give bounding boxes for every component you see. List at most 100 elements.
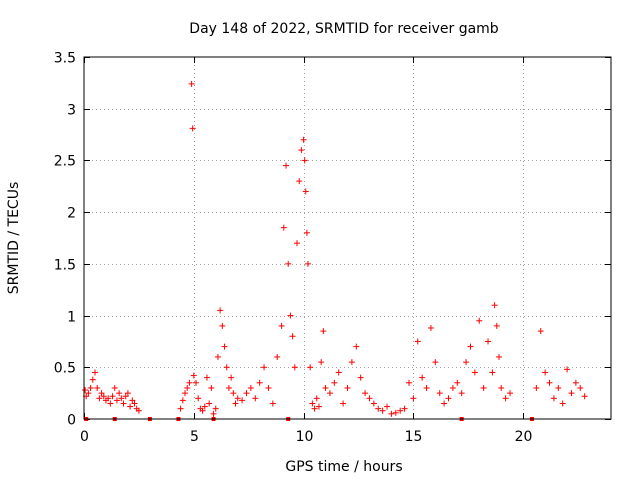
data-point <box>98 390 105 397</box>
data-point <box>498 384 505 391</box>
data-point <box>210 410 217 417</box>
x-tick-label: 20 <box>515 429 533 445</box>
data-point <box>564 366 571 373</box>
data-point <box>269 400 276 407</box>
data-point <box>379 407 386 414</box>
data-point <box>449 384 456 391</box>
data-point <box>118 395 125 402</box>
data-point <box>192 379 199 386</box>
data-point <box>303 229 310 236</box>
data-point <box>366 395 373 402</box>
data-point <box>489 369 496 376</box>
data-point <box>221 343 228 350</box>
data-point <box>208 384 215 391</box>
axis-ticks: 0 0.5 1 1.5 2 2.5 3 3.5 0 5 10 15 20 <box>54 51 611 445</box>
data-point <box>559 400 566 407</box>
data-point <box>320 328 327 335</box>
data-point <box>89 376 96 383</box>
data-point <box>441 400 448 407</box>
data-point <box>122 393 129 400</box>
y-tick-label: 1 <box>67 310 76 326</box>
data-point <box>357 374 364 381</box>
data-point <box>348 359 355 366</box>
data-point <box>414 338 421 345</box>
data-point <box>87 384 94 391</box>
data-point <box>405 379 412 386</box>
data-point <box>256 379 263 386</box>
data-point <box>370 400 377 407</box>
data-point <box>326 390 333 397</box>
data-point <box>301 157 308 164</box>
data-point <box>177 405 184 412</box>
data-point <box>201 403 208 410</box>
data-point <box>296 178 303 185</box>
data-point <box>581 393 588 400</box>
data-point <box>568 390 575 397</box>
data-point <box>239 397 246 404</box>
data-point <box>82 387 89 394</box>
data-point <box>454 379 461 386</box>
data-point <box>188 80 195 87</box>
data-point <box>252 395 259 402</box>
data-point <box>485 338 492 345</box>
data-point <box>353 343 360 350</box>
data-point <box>302 188 309 195</box>
data-point <box>298 147 305 154</box>
data-point <box>423 384 430 391</box>
data-point <box>502 395 509 402</box>
data-point <box>419 374 426 381</box>
data-point <box>105 395 112 402</box>
y-tick-label: 3.5 <box>54 51 76 67</box>
data-point <box>542 369 549 376</box>
data-point <box>94 384 101 391</box>
data-point <box>467 343 474 350</box>
y-tick-label: 3 <box>67 103 76 119</box>
data-point <box>217 307 224 314</box>
data-point <box>182 390 189 397</box>
data-point <box>206 400 213 407</box>
data-point <box>577 384 584 391</box>
data-point <box>289 333 296 340</box>
data-point <box>280 224 287 231</box>
data-point <box>219 322 226 329</box>
data-point <box>458 390 465 397</box>
data-point <box>232 400 239 407</box>
data-point <box>186 379 193 386</box>
data-point <box>344 384 351 391</box>
data-point <box>445 395 452 402</box>
data-point <box>179 397 186 404</box>
data-point <box>392 409 399 416</box>
data-point <box>265 384 272 391</box>
data-point <box>506 390 513 397</box>
data-point <box>96 395 103 402</box>
grid <box>84 57 611 419</box>
data-point <box>184 384 191 391</box>
data-point <box>304 260 311 267</box>
data-point <box>362 390 369 397</box>
data-point <box>401 405 408 412</box>
data-point <box>91 369 98 376</box>
data-point <box>85 390 92 397</box>
data-point <box>135 407 142 414</box>
data-point <box>432 359 439 366</box>
data-point <box>287 312 294 319</box>
data-point <box>546 379 553 386</box>
data-point <box>331 379 338 386</box>
data-point <box>340 400 347 407</box>
data-point <box>427 324 434 331</box>
data-point <box>550 395 557 402</box>
data-point <box>124 390 131 397</box>
data-point <box>537 328 544 335</box>
data-point <box>100 393 107 400</box>
x-tick-label: 0 <box>80 429 89 445</box>
data-point <box>533 384 540 391</box>
data-point <box>315 403 322 410</box>
data-point <box>111 384 118 391</box>
data-point <box>318 359 325 366</box>
data-point <box>274 353 281 360</box>
data-point <box>190 372 197 379</box>
data-point <box>300 136 307 143</box>
y-axis-label: SRMTID / TECUs <box>6 182 22 295</box>
data-point <box>476 317 483 324</box>
